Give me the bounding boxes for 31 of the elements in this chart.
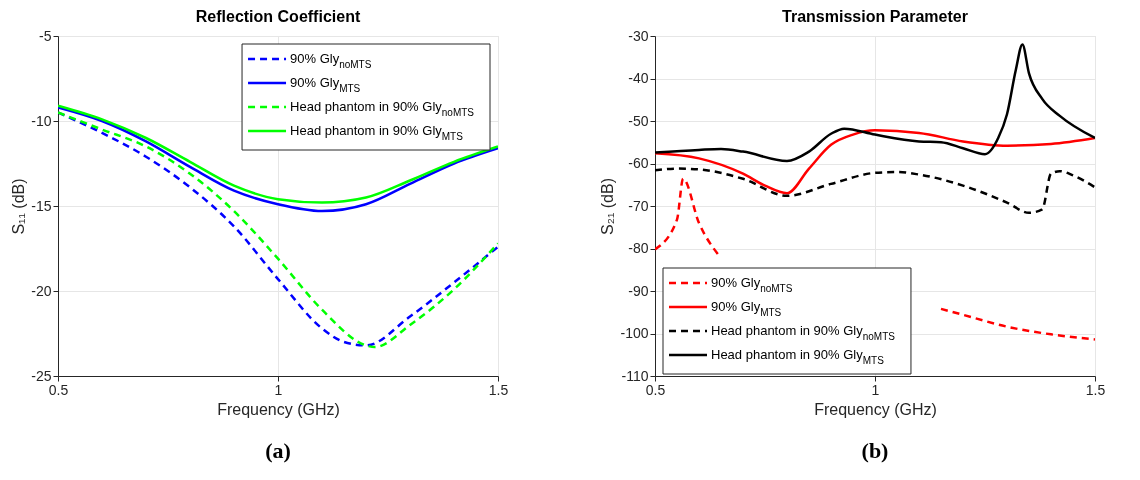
x-axis-title: Frequency (GHz)	[814, 400, 937, 418]
chart-title: Reflection Coefficient	[195, 8, 361, 25]
text: (a)	[265, 438, 291, 463]
y-tick-label: -110	[621, 367, 649, 384]
y-tick-label: -60	[628, 155, 649, 171]
chart-title: Transmission Parameter	[782, 8, 968, 25]
x-tick-label: 1.5	[488, 381, 509, 398]
line-series	[655, 167, 1095, 215]
y-tick-label: -10	[31, 112, 52, 129]
y-tick-label: -5	[39, 27, 52, 44]
x-tick-label: 1	[871, 381, 880, 398]
x-tick-label: 1.5	[1085, 381, 1106, 398]
x-tick-label: 0.5	[48, 381, 69, 398]
x-axis-title: Frequency (GHz)	[217, 400, 340, 418]
y-tick-label: -50	[628, 112, 649, 129]
y-tick-label: -80	[628, 240, 649, 256]
y-tick-label: -25	[31, 367, 52, 384]
y-tick-label: -100	[620, 325, 649, 341]
x-tick-label: 1	[274, 381, 283, 398]
y-tick-label: -30	[628, 27, 649, 44]
x-tick-label: 0.5	[645, 381, 666, 398]
line-series	[655, 43, 1095, 163]
y-tick-label: -20	[31, 282, 52, 299]
text: (b)	[861, 438, 889, 463]
y-tick-label: -15	[31, 197, 52, 214]
y-axis-title: S₁₁ (dB)	[10, 178, 28, 235]
y-tick-label: -70	[628, 197, 649, 214]
y-tick-label: -90	[628, 282, 649, 299]
line-series	[655, 129, 1095, 195]
y-tick-label: -40	[628, 70, 649, 86]
y-axis-title: S₂₁ (dB)	[599, 178, 617, 235]
